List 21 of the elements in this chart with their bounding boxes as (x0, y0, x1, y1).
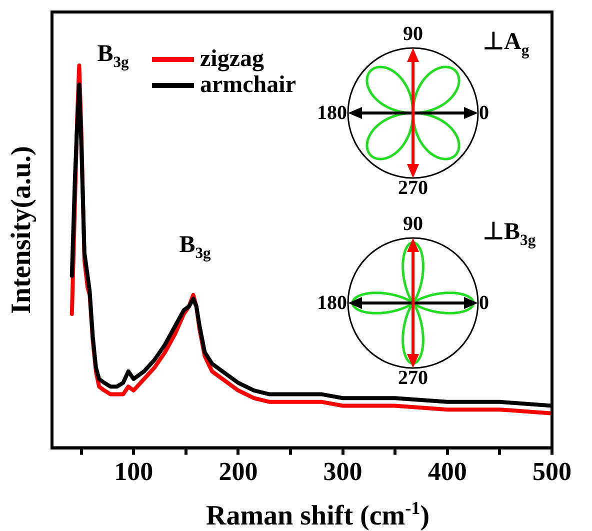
annotation: B$_{3g}$ (97, 40, 129, 70)
annotation: ⊥B$_{3g}$ (483, 219, 536, 249)
text: 90 (403, 23, 423, 45)
x-axis-title: Raman shift (cm$^{-1}$) (206, 498, 430, 531)
x-tick-label: 400 (428, 457, 467, 486)
legend-label: zigzag (200, 46, 264, 72)
annotation: 180 (317, 292, 347, 314)
text: ⊥A$_{g}$ (483, 29, 530, 59)
x-tick-label: 500 (532, 457, 572, 486)
x-tick-label: 300 (323, 457, 362, 486)
annotation: B$_{3g}$ (179, 232, 211, 262)
annotation: 270 (398, 367, 428, 389)
legend-label: armchair (200, 72, 296, 98)
annotation: 0 (479, 102, 489, 124)
y-axis-title: Intensity(a.u.) (6, 146, 38, 314)
annotation: 270 (398, 177, 428, 199)
annotation: 180 (317, 102, 347, 124)
annotation: 0 (479, 292, 489, 314)
x-tick-label: 100 (114, 457, 154, 486)
annotation: 90 (403, 213, 423, 235)
x-tick-label: 200 (218, 457, 258, 486)
